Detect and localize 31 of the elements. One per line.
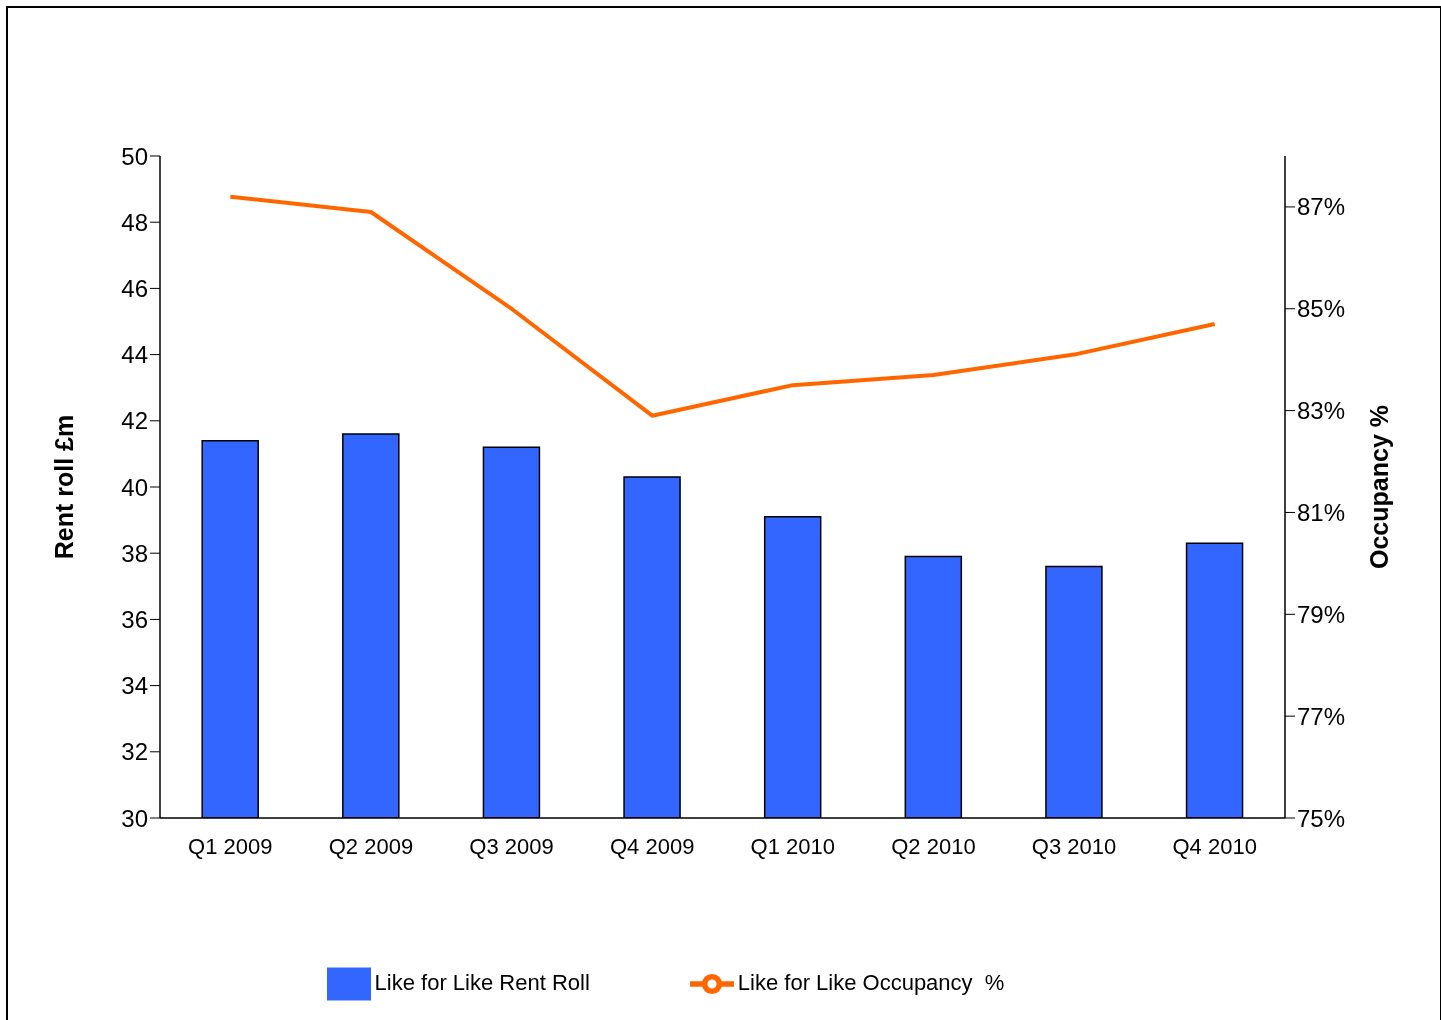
y-tick-label: 44 [121, 341, 148, 369]
x-tick-label: Q3 2009 [469, 833, 554, 859]
y-tick-label: 48 [121, 208, 148, 236]
line-series [228, 194, 1217, 418]
y-axis-title: Rent roll £m [49, 414, 78, 560]
x-tick-label: Q4 2009 [609, 833, 695, 859]
y2-tick-label: 75% [1297, 804, 1346, 832]
x-tick-label: Q4 2010 [1172, 833, 1257, 859]
y-tick-label: 50 [121, 142, 148, 170]
x-tick-label: Q2 2010 [891, 833, 976, 859]
y2-tick-label: 85% [1297, 295, 1346, 323]
y-tick-label: 46 [121, 274, 148, 302]
y-tick-label: 30 [121, 804, 148, 832]
y-tick-label: 36 [121, 605, 148, 633]
y2-tick-label: 81% [1297, 498, 1346, 526]
y2-tick-label: 83% [1297, 397, 1346, 425]
x-tick-label: Q2 2009 [328, 833, 414, 859]
x-tick-label: Q1 2009 [188, 833, 273, 859]
y2-tick-label: 77% [1297, 702, 1346, 730]
legend-label: Like for Like Occupancy % [737, 969, 1005, 995]
y2-tick-label: 87% [1297, 193, 1346, 221]
y-tick-label: 32 [121, 738, 148, 766]
y-tick-label: 38 [121, 539, 148, 567]
x-tick-label: Q3 2010 [1031, 833, 1117, 859]
y-tick-label: 42 [121, 407, 148, 435]
y2-tick-label: 79% [1297, 600, 1346, 628]
x-tick-label: Q1 2010 [750, 833, 836, 859]
y2-axis-title: Occupancy % [1364, 405, 1393, 569]
y-tick-label: 34 [121, 672, 148, 700]
y-tick-label: 40 [121, 473, 148, 501]
legend-label: Like for Like Rent Roll [374, 969, 590, 995]
